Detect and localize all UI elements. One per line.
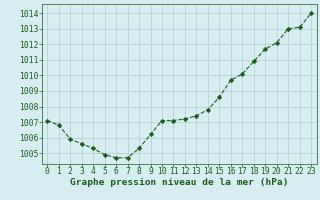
X-axis label: Graphe pression niveau de la mer (hPa): Graphe pression niveau de la mer (hPa) (70, 178, 288, 187)
